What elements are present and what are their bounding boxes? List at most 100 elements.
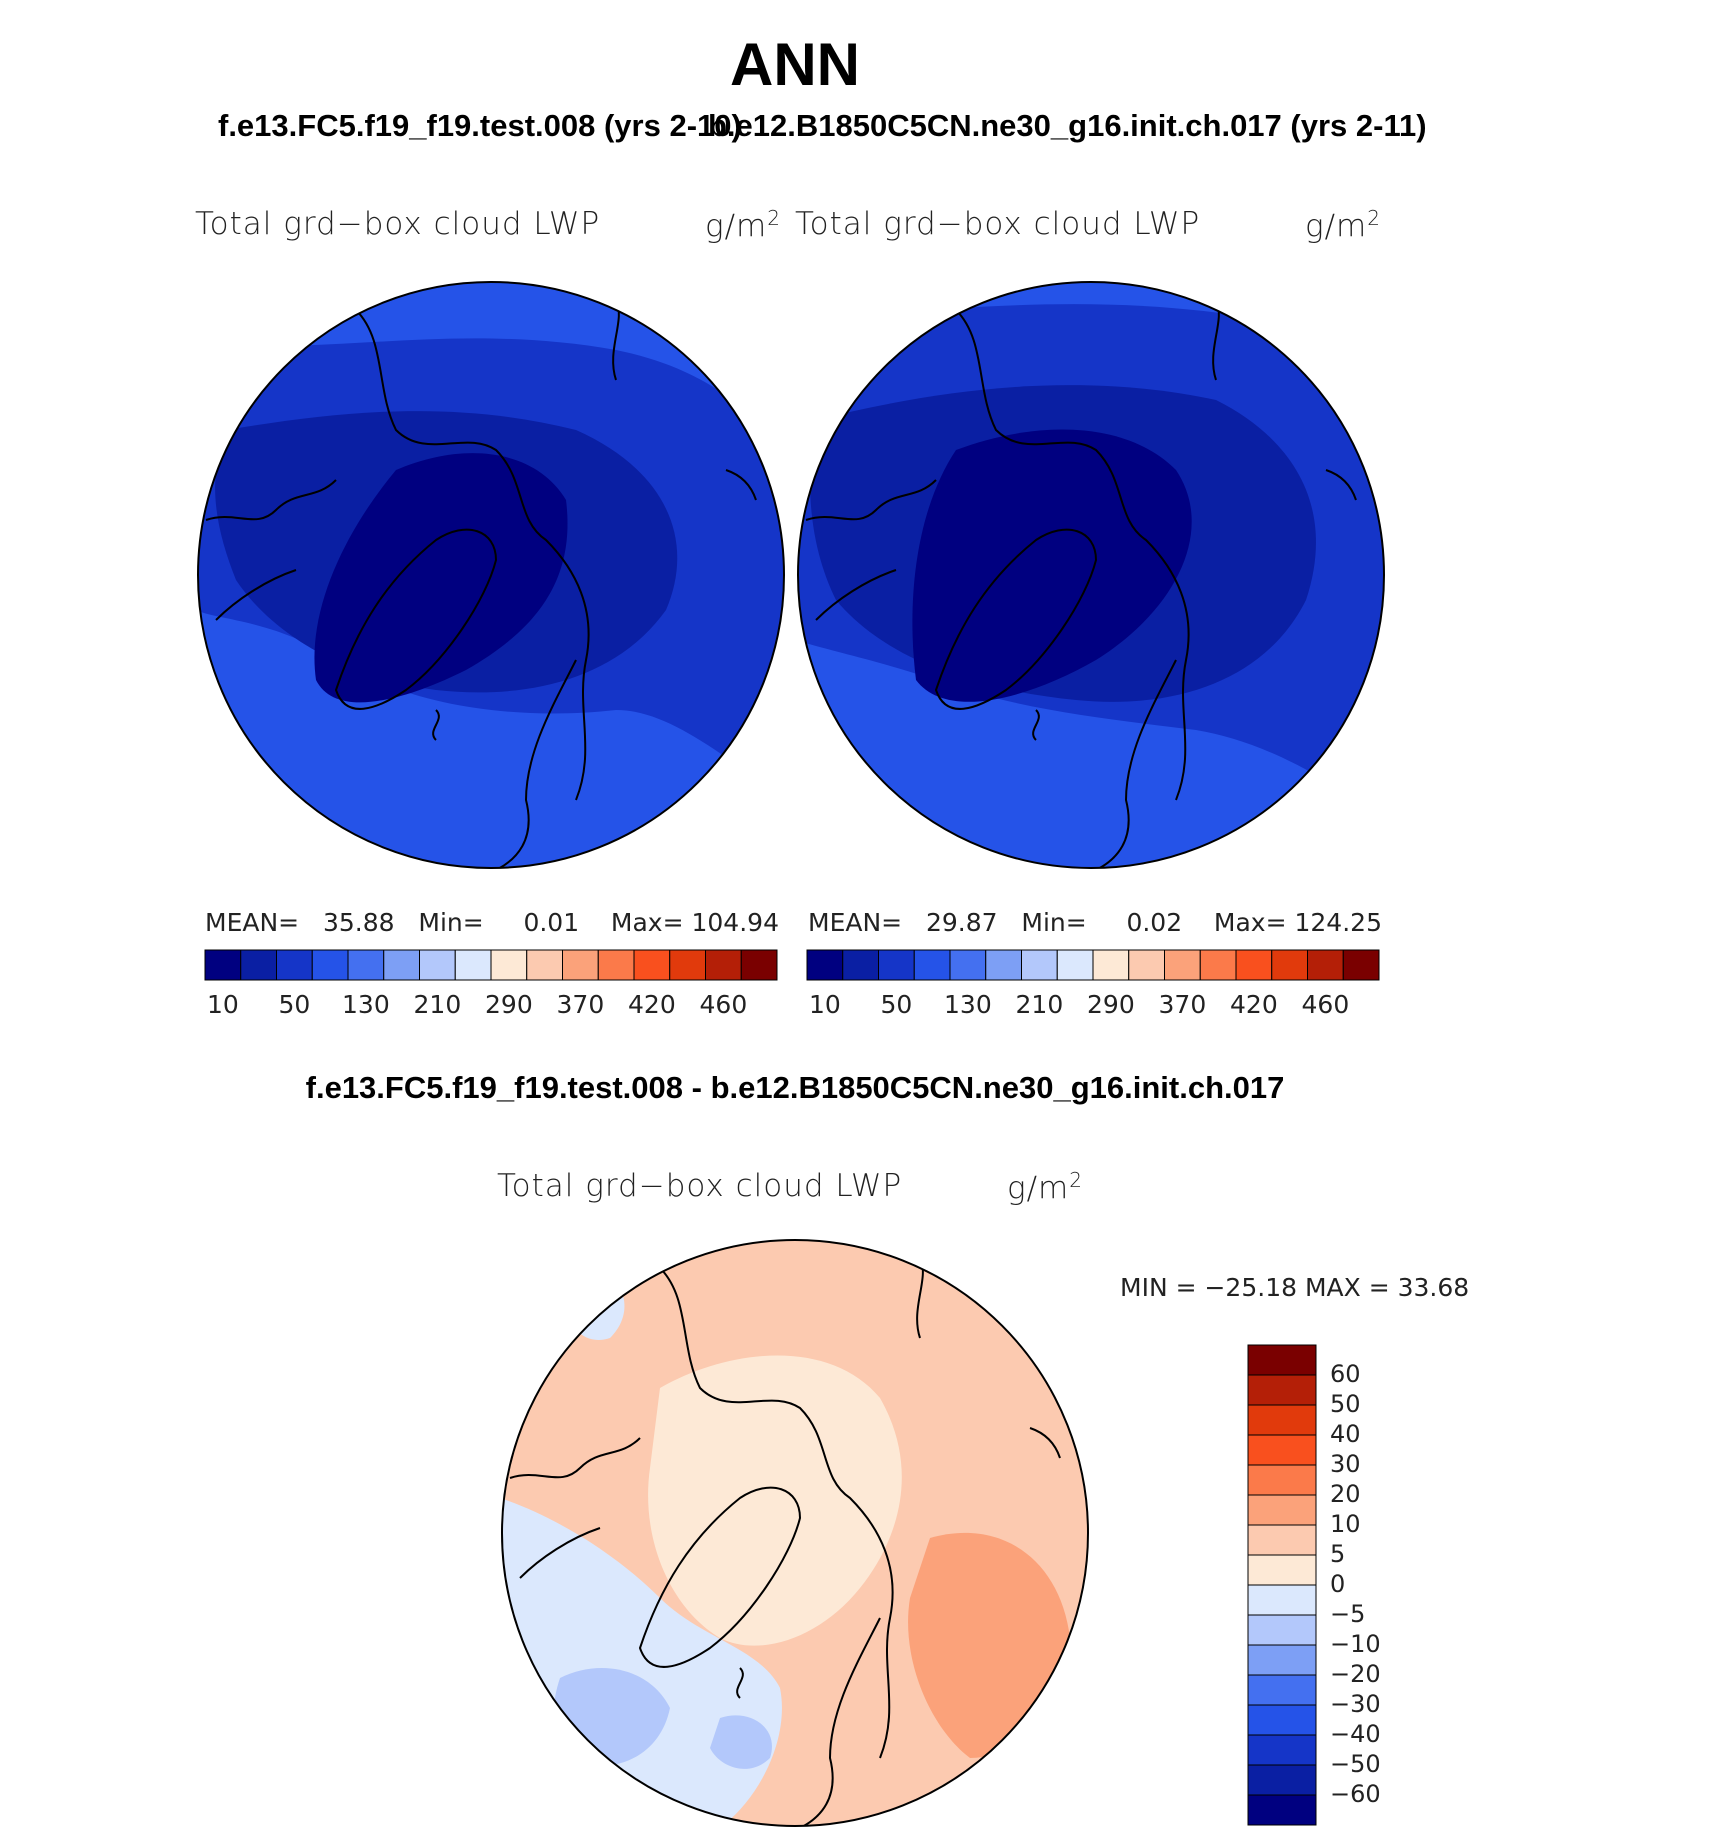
left-colorbar-swatch: [633, 949, 671, 981]
left-colorbar-tick-label: 50: [278, 990, 311, 1019]
diff-variable-label: Total grd−box cloud LWP: [497, 1168, 903, 1204]
left-colorbar-tick-label: 10: [206, 990, 239, 1019]
diff-colorbar-tick-label: 40: [1330, 1420, 1361, 1448]
right-colorbar-swatch: [1128, 949, 1165, 981]
left-colorbar-tick-label: 290: [485, 990, 533, 1019]
diff-minmax: MIN = −25.18 MAX = 33.68: [1120, 1273, 1470, 1302]
diff-colorbar-tick-label: −30: [1330, 1690, 1381, 1718]
diff-colorbar-swatch: [1247, 1674, 1317, 1706]
right-colorbar-swatch: [1021, 949, 1058, 981]
right-colorbar-tick-label: 210: [1015, 990, 1064, 1019]
diff-colorbar-swatch: [1247, 1344, 1317, 1376]
diff-colorbar-tick-label: 5: [1330, 1540, 1346, 1568]
diff-map-coastlines: [509, 1257, 1061, 1826]
right-colorbar-swatch: [1307, 949, 1344, 981]
left-map-border: [197, 281, 785, 869]
diff-colorbar-tick-label: 20: [1330, 1480, 1361, 1508]
right-colorbar-tick-label: 460: [1301, 990, 1350, 1019]
right-colorbar-ticks: 10 50 130 210 290 370 420 460: [807, 990, 1379, 1020]
right-case-title: b.e12.B1850C5CN.ne30_g16.init.ch.017 (yr…: [708, 108, 1427, 143]
right-map-border: [797, 281, 1385, 869]
diff-colorbar-tick-label: 60: [1330, 1360, 1361, 1388]
diff-colorbar-swatch: [1247, 1644, 1317, 1676]
right-variable-label: Total grd−box cloud LWP: [795, 206, 1201, 242]
left-colorbar: [204, 949, 778, 981]
right-colorbar-swatch: [806, 949, 844, 981]
diff-colorbar-tick-label: 50: [1330, 1390, 1361, 1418]
left-colorbar-swatch: [705, 949, 742, 981]
diff-map-border: [501, 1239, 1089, 1827]
diff-colorbar-tick-label: 10: [1330, 1510, 1361, 1538]
left-colorbar-swatch: [383, 949, 420, 981]
diff-title: f.e13.FC5.f19_f19.test.008 - b.e12.B1850…: [305, 1070, 1285, 1105]
diff-colorbar-swatch: [1247, 1374, 1317, 1406]
diff-colorbar-tick-label: −10: [1330, 1630, 1381, 1658]
diff-units-label: g/m2: [1007, 1168, 1083, 1207]
diff-colorbar-tick-label: 0: [1330, 1570, 1346, 1598]
left-colorbar-swatch: [597, 949, 635, 981]
left-colorbar-tick-label: 210: [413, 990, 462, 1019]
diff-map-contour-neg-light-2: [567, 1258, 625, 1340]
right-colorbar-swatch: [1056, 949, 1094, 981]
right-colorbar-tick-label: 290: [1087, 990, 1135, 1019]
diff-colorbar-swatch: [1247, 1554, 1317, 1586]
right-colorbar-swatch: [1164, 949, 1201, 981]
left-colorbar-tick-label: 460: [699, 990, 748, 1019]
right-colorbar-swatch: [1342, 949, 1380, 981]
diff-colorbar-tick-label: −5: [1330, 1600, 1366, 1628]
left-colorbar-tick-label: 130: [342, 990, 390, 1019]
right-units-label: g/m2: [1305, 206, 1381, 245]
diff-map-contour-neg-mid-2: [710, 1715, 772, 1769]
right-map-contour-darkest: [912, 429, 1192, 702]
right-colorbar-swatch: [913, 949, 951, 981]
diff-map-contour-pos-light: [648, 1355, 902, 1646]
diff-colorbar-tick-label: −60: [1330, 1780, 1381, 1808]
left-polar-map: [197, 281, 785, 869]
diff-colorbar-tick-label: −20: [1330, 1660, 1381, 1688]
left-colorbar-swatch: [490, 949, 528, 981]
diff-colorbar-swatch: [1247, 1404, 1317, 1436]
left-colorbar-swatch: [526, 949, 563, 981]
right-stats: MEAN= 29.87 Min= 0.02 Max= 124.25: [808, 908, 1382, 937]
right-colorbar-swatch: [1271, 949, 1308, 981]
left-colorbar-swatch: [740, 949, 778, 981]
left-colorbar-swatch: [454, 949, 492, 981]
right-colorbar-tick-label: 10: [808, 990, 841, 1019]
diff-colorbar-swatch: [1247, 1614, 1317, 1646]
left-colorbar-swatch: [276, 949, 313, 981]
diff-colorbar-swatch: [1247, 1494, 1317, 1526]
right-colorbar-swatch: [1199, 949, 1237, 981]
right-colorbar-swatch: [1092, 949, 1130, 981]
diff-polar-map: [501, 1239, 1089, 1827]
diff-colorbar: [1247, 1344, 1317, 1826]
left-colorbar-swatch: [204, 949, 242, 981]
diff-colorbar-tick-label: −40: [1330, 1720, 1381, 1748]
right-colorbar-swatch: [878, 949, 915, 981]
diff-colorbar-swatch: [1247, 1434, 1317, 1466]
left-colorbar-swatch: [311, 949, 349, 981]
diff-colorbar-swatch: [1247, 1794, 1317, 1826]
left-colorbar-tick-label: 420: [628, 990, 676, 1019]
right-colorbar-swatch: [842, 949, 879, 981]
left-stats: MEAN= 35.88 Min= 0.01 Max= 104.94: [205, 908, 779, 937]
diff-colorbar-tick-label: 30: [1330, 1450, 1361, 1478]
right-colorbar-tick-label: 50: [880, 990, 913, 1019]
right-colorbar-tick-label: 420: [1230, 990, 1278, 1019]
right-colorbar: [806, 949, 1380, 981]
left-colorbar-swatch: [669, 949, 706, 981]
diff-map-contour-pos-strong: [908, 1532, 1070, 1758]
diff-colorbar-ticks: 60 50 40 30 20 10 5 0 −5 −10 −20 −30 −40 −50 −60: [1330, 1345, 1410, 1825]
left-colorbar-ticks: 10 50 130 210 290 370 420 460: [205, 990, 777, 1020]
right-colorbar-tick-label: 130: [944, 990, 992, 1019]
left-colorbar-swatch: [240, 949, 277, 981]
left-colorbar-tick-label: 370: [556, 990, 605, 1019]
left-colorbar-swatch: [562, 949, 599, 981]
left-case-title: f.e13.FC5.f19_f19.test.008 (yrs 2-10): [218, 108, 742, 143]
right-colorbar-swatch: [1235, 949, 1273, 981]
diff-colorbar-swatch: [1247, 1584, 1317, 1616]
right-map-coastlines: [805, 299, 1357, 868]
left-units-label: g/m2: [705, 206, 781, 245]
right-colorbar-tick-label: 370: [1158, 990, 1207, 1019]
diff-colorbar-swatch: [1247, 1464, 1317, 1496]
season-title: ANN: [730, 31, 860, 98]
